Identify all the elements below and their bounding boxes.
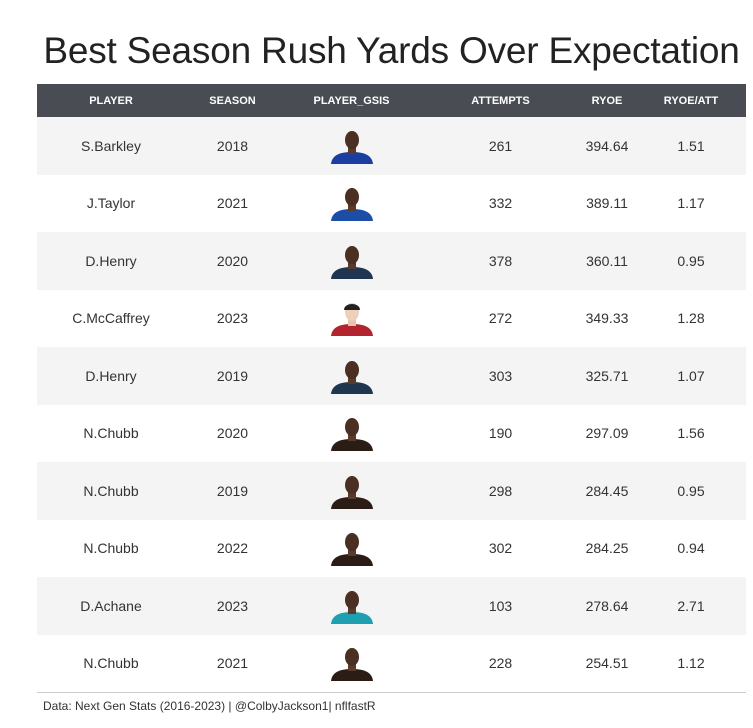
player-headshot-icon	[330, 130, 373, 164]
column-header-attempts: ATTEMPTS	[471, 94, 530, 107]
player-headshot-icon	[330, 475, 373, 509]
player-cell: S.Barkley	[81, 137, 141, 154]
season-cell: 2021	[216, 195, 249, 212]
season-cell: 2019	[216, 482, 249, 499]
player-cell: N.Chubb	[83, 540, 139, 557]
season-cell: 2023	[216, 597, 249, 614]
ryoe-per-att-cell: 0.95	[677, 252, 705, 269]
headshot-cell	[280, 185, 423, 222]
source-note: Data: Next Gen Stats (2016-2023) | @Colb…	[43, 699, 376, 713]
table-row: N.Chubb 2020 190 297.09 1.56	[37, 404, 746, 462]
player-headshot-icon	[330, 533, 373, 567]
attempts-cell: 303	[488, 367, 513, 384]
column-header-ryoe-att: RYOE/ATT	[663, 94, 719, 107]
player-headshot-icon	[330, 648, 373, 682]
ryoe-per-att-cell: 0.95	[677, 482, 705, 499]
ryoe-cell: 360.11	[586, 252, 628, 269]
headshot-cell	[280, 358, 423, 394]
player-cell: N.Chubb	[83, 655, 139, 672]
ryoe-cell: 325.71	[585, 367, 629, 384]
ryoe-per-att-cell: 0.94	[677, 540, 705, 557]
ryoe-cell: 278.64	[585, 597, 629, 614]
attempts-cell: 261	[488, 137, 513, 154]
season-cell: 2021	[216, 655, 249, 672]
headshot-cell	[280, 645, 423, 682]
season-cell: 2022	[216, 540, 249, 557]
season-cell: 2020	[216, 425, 249, 442]
ryoe-cell: 297.09	[585, 425, 629, 442]
column-header-player: PLAYER	[89, 94, 133, 107]
table-header: PLAYER SEASON PLAYER_GSIS ATTEMPTS RYOE …	[37, 84, 746, 117]
column-header-ryoe: RYOE	[591, 94, 623, 107]
attempts-cell: 332	[488, 195, 513, 212]
attempts-cell: 103	[488, 597, 513, 614]
player-cell: D.Henry	[85, 252, 137, 269]
table-row: D.Achane 2023 103 278.64 2.71	[37, 577, 746, 635]
headshot-cell	[280, 128, 423, 164]
ryoe-cell: 349.33	[585, 310, 629, 327]
ryoe-per-att-cell: 1.12	[677, 655, 705, 672]
ryoe-cell: 284.45	[585, 482, 629, 499]
ryoe-table: PLAYER SEASON PLAYER_GSIS ATTEMPTS RYOE …	[37, 84, 746, 692]
player-headshot-icon	[330, 360, 373, 394]
table-row: J.Taylor 2021 332 389.11 1.17	[37, 174, 746, 232]
season-cell: 2018	[216, 137, 249, 154]
headshot-cell	[280, 300, 423, 337]
player-cell: J.Taylor	[86, 195, 136, 212]
ryoe-per-att-cell: 1.51	[677, 137, 705, 154]
headshot-cell	[280, 473, 423, 509]
footer-divider	[37, 692, 746, 693]
ryoe-per-att-cell: 1.07	[677, 367, 705, 384]
attempts-cell: 272	[488, 310, 513, 327]
player-cell: D.Henry	[85, 367, 137, 384]
player-headshot-icon	[330, 303, 373, 337]
table-row: N.Chubb 2021 228 254.51 1.12	[37, 634, 746, 692]
ryoe-per-att-cell: 1.17	[677, 195, 705, 212]
table-row: N.Chubb 2019 298 284.45 0.95	[37, 462, 746, 520]
season-cell: 2020	[216, 252, 249, 269]
ryoe-per-att-cell: 2.71	[677, 597, 705, 614]
player-headshot-icon	[330, 590, 373, 624]
attempts-cell: 302	[488, 540, 513, 557]
attempts-cell: 228	[488, 655, 513, 672]
headshot-cell	[280, 243, 423, 279]
player-headshot-icon	[330, 188, 373, 222]
table-row: D.Henry 2019 303 325.71 1.07	[37, 347, 746, 405]
player-headshot-icon	[330, 418, 373, 452]
headshot-cell	[280, 588, 423, 624]
attempts-cell: 378	[488, 252, 513, 269]
table-row: N.Chubb 2022 302 284.25 0.94	[37, 519, 746, 577]
table-body: S.Barkley 2018 261 394.64 1.51 J.Taylor 2021 33…	[37, 117, 746, 692]
column-header-player-gsis: PLAYER_GSIS	[313, 94, 390, 107]
player-cell: N.Chubb	[83, 482, 139, 499]
ryoe-cell: 284.25	[585, 540, 629, 557]
table-row: C.McCaffrey 2023 272 349.33 1.28	[37, 289, 746, 347]
player-cell: D.Achane	[80, 597, 142, 614]
table-row: S.Barkley 2018 261 394.64 1.51	[37, 117, 746, 175]
headshot-cell	[280, 530, 423, 567]
season-cell: 2023	[216, 310, 249, 327]
ryoe-cell: 394.64	[585, 137, 629, 154]
headshot-cell	[280, 415, 423, 452]
ryoe-cell: 389.11	[586, 195, 628, 212]
season-cell: 2019	[216, 367, 249, 384]
player-cell: C.McCaffrey	[72, 310, 150, 327]
player-headshot-icon	[330, 245, 373, 279]
column-header-season: SEASON	[209, 94, 256, 107]
ryoe-per-att-cell: 1.56	[677, 425, 705, 442]
ryoe-cell: 254.51	[585, 655, 629, 672]
attempts-cell: 190	[488, 425, 513, 442]
chart-title: Best Season Rush Yards Over Expectation	[43, 30, 740, 71]
ryoe-per-att-cell: 1.28	[677, 310, 705, 327]
table-row: D.Henry 2020 378 360.11 0.95	[37, 232, 746, 290]
attempts-cell: 298	[488, 482, 513, 499]
player-cell: N.Chubb	[83, 425, 139, 442]
